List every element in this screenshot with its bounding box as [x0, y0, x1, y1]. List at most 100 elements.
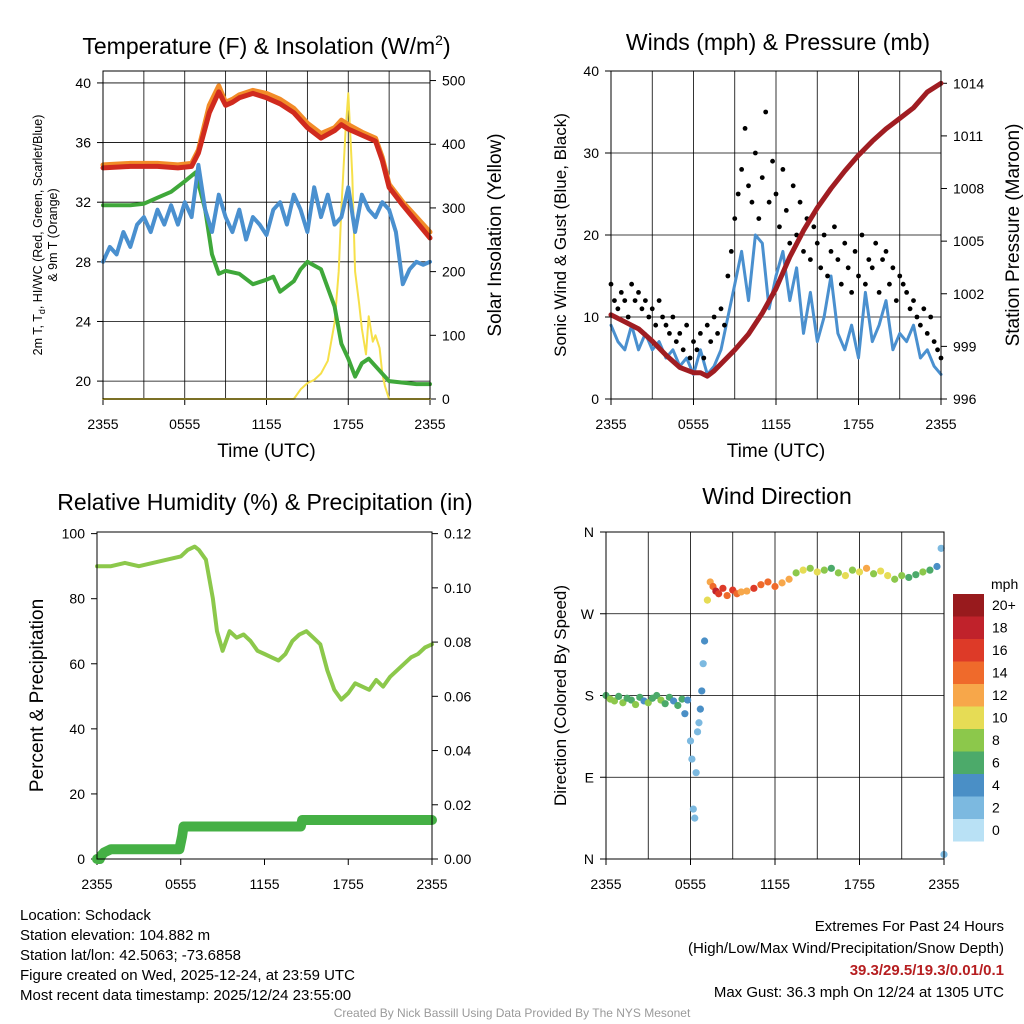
direction-point [834, 569, 842, 577]
gust-point [890, 265, 896, 271]
y-tick-label: 60 [69, 656, 85, 672]
gust-point [656, 298, 662, 303]
gust-point [849, 290, 855, 295]
x-tick-label: 2355 [928, 876, 959, 892]
gust-point [756, 216, 762, 222]
direction-point [884, 572, 892, 580]
x-tick-label: 1755 [333, 876, 364, 892]
wc-line [101, 162, 432, 287]
gust-point [691, 339, 696, 344]
legend-label: 14 [992, 665, 1008, 681]
gust-point [711, 314, 717, 320]
direction-point [827, 564, 835, 572]
direction-point [670, 697, 678, 705]
legend-label: 0 [992, 822, 1000, 838]
direction-point [764, 578, 772, 586]
legend-label: 4 [992, 777, 1000, 793]
direction-point [681, 710, 689, 718]
gust-point [814, 240, 820, 246]
y-right-tick-label: 100 [442, 327, 466, 343]
figure-canvas: 2355 0555 1155 1755 235520242832364001002003… [27, 29, 1024, 892]
x-tick-label: 2355 [81, 876, 112, 892]
gust-point [897, 273, 903, 279]
extremes-description: (High/Low/Max Wind/Precipitation/Snow De… [688, 940, 1004, 957]
gust-point [887, 281, 892, 287]
gust-point [697, 331, 703, 336]
gust-point [642, 298, 648, 303]
gust-point [766, 199, 772, 205]
gust-point [612, 298, 617, 303]
y-tick-label: 0 [591, 391, 599, 407]
y-tick-label: 100 [62, 526, 86, 542]
chart-title: Winds (mph) & Pressure (mb) [626, 29, 930, 55]
direction-point [855, 568, 864, 576]
gust-point [773, 191, 779, 197]
y-label-part: , HI/WC (Red, Green, Scarlet/Blue) [31, 115, 45, 310]
y-right-tick-label: 0.04 [444, 743, 471, 759]
legend-swatch [953, 796, 984, 819]
y-right-tick-label: 200 [442, 264, 466, 280]
gust-point [663, 322, 669, 328]
direction-point [799, 566, 807, 574]
gust-point [763, 109, 769, 115]
direction-point [848, 566, 857, 574]
extremes-info: Extremes For Past 24 Hours (High/Low/Max… [688, 916, 1004, 1004]
direction-point [937, 544, 945, 552]
precip-line [92, 815, 437, 864]
gust-point [673, 339, 679, 344]
direction-point [627, 696, 635, 704]
direction-point [719, 584, 727, 592]
y-tick-label: 0 [77, 851, 85, 867]
direction-point [686, 737, 695, 745]
x-tick-label: 2355 [87, 416, 118, 432]
direction-point [737, 588, 745, 596]
direction-point [891, 575, 899, 583]
y-right-tick-label: 1005 [953, 233, 984, 249]
gust-point [704, 322, 710, 328]
2m-t-line [100, 89, 433, 241]
gust-point [924, 331, 930, 336]
gust-point [670, 314, 676, 320]
gust-point [907, 306, 913, 312]
station-latlon: Station lat/lon: 42.5063; -73.6858 [20, 947, 242, 964]
humidity-precip-panel: 2355 0555 1155 1755 2355 0 20 40 60 80 100 0.00 0.02… [27, 489, 473, 892]
y-right-tick-label: 1011 [953, 128, 983, 144]
gust-point [749, 199, 755, 205]
chart-title: Relative Humidity (%) & Precipitation (i… [57, 489, 472, 515]
direction-point [862, 564, 871, 572]
gust-point [777, 224, 782, 230]
gust-point [818, 265, 824, 271]
winds-pressure-panel: 2355 0555 1155 1755 2355 0 10 20 30 40 996 999 1002 1… [551, 29, 1024, 462]
gust-point [893, 298, 899, 303]
gust-point [935, 347, 940, 353]
gust-point [728, 249, 734, 254]
direction-point [806, 564, 814, 572]
gust-point [746, 183, 751, 189]
gust-point [807, 257, 813, 262]
legend-swatch [953, 639, 984, 662]
gust-point [615, 306, 621, 312]
y-tick-label: 40 [69, 721, 85, 737]
x-axis-label: Time (UTC) [217, 441, 316, 462]
gust-point [828, 249, 834, 254]
direction-point [703, 596, 712, 604]
direction-point [678, 695, 686, 703]
direction-point [644, 699, 652, 707]
pressure-line [608, 80, 944, 379]
y-axis-label: 2m T, Td, HI/WC (Red, Green, Scarlet/Blu… [31, 115, 47, 356]
gust-point [859, 232, 865, 238]
y-tick-label: 40 [583, 63, 599, 79]
y-right-tick-label: 0.08 [444, 634, 471, 650]
legend-swatch [953, 661, 984, 684]
y-axis-label: Percent & Precipitation [27, 599, 48, 792]
x-tick-label: 0555 [165, 876, 196, 892]
direction-point [610, 697, 619, 705]
td-line [101, 170, 432, 387]
y-right-tick-label: 1014 [953, 75, 984, 91]
direction-point [695, 719, 703, 727]
credit-line: Created By Nick Bassill Using Data Provi… [333, 1006, 691, 1020]
gust-point [715, 331, 720, 336]
rh-line [95, 544, 434, 702]
y-label-subscript: d [37, 309, 47, 314]
x-tick-label: 2355 [595, 416, 626, 432]
